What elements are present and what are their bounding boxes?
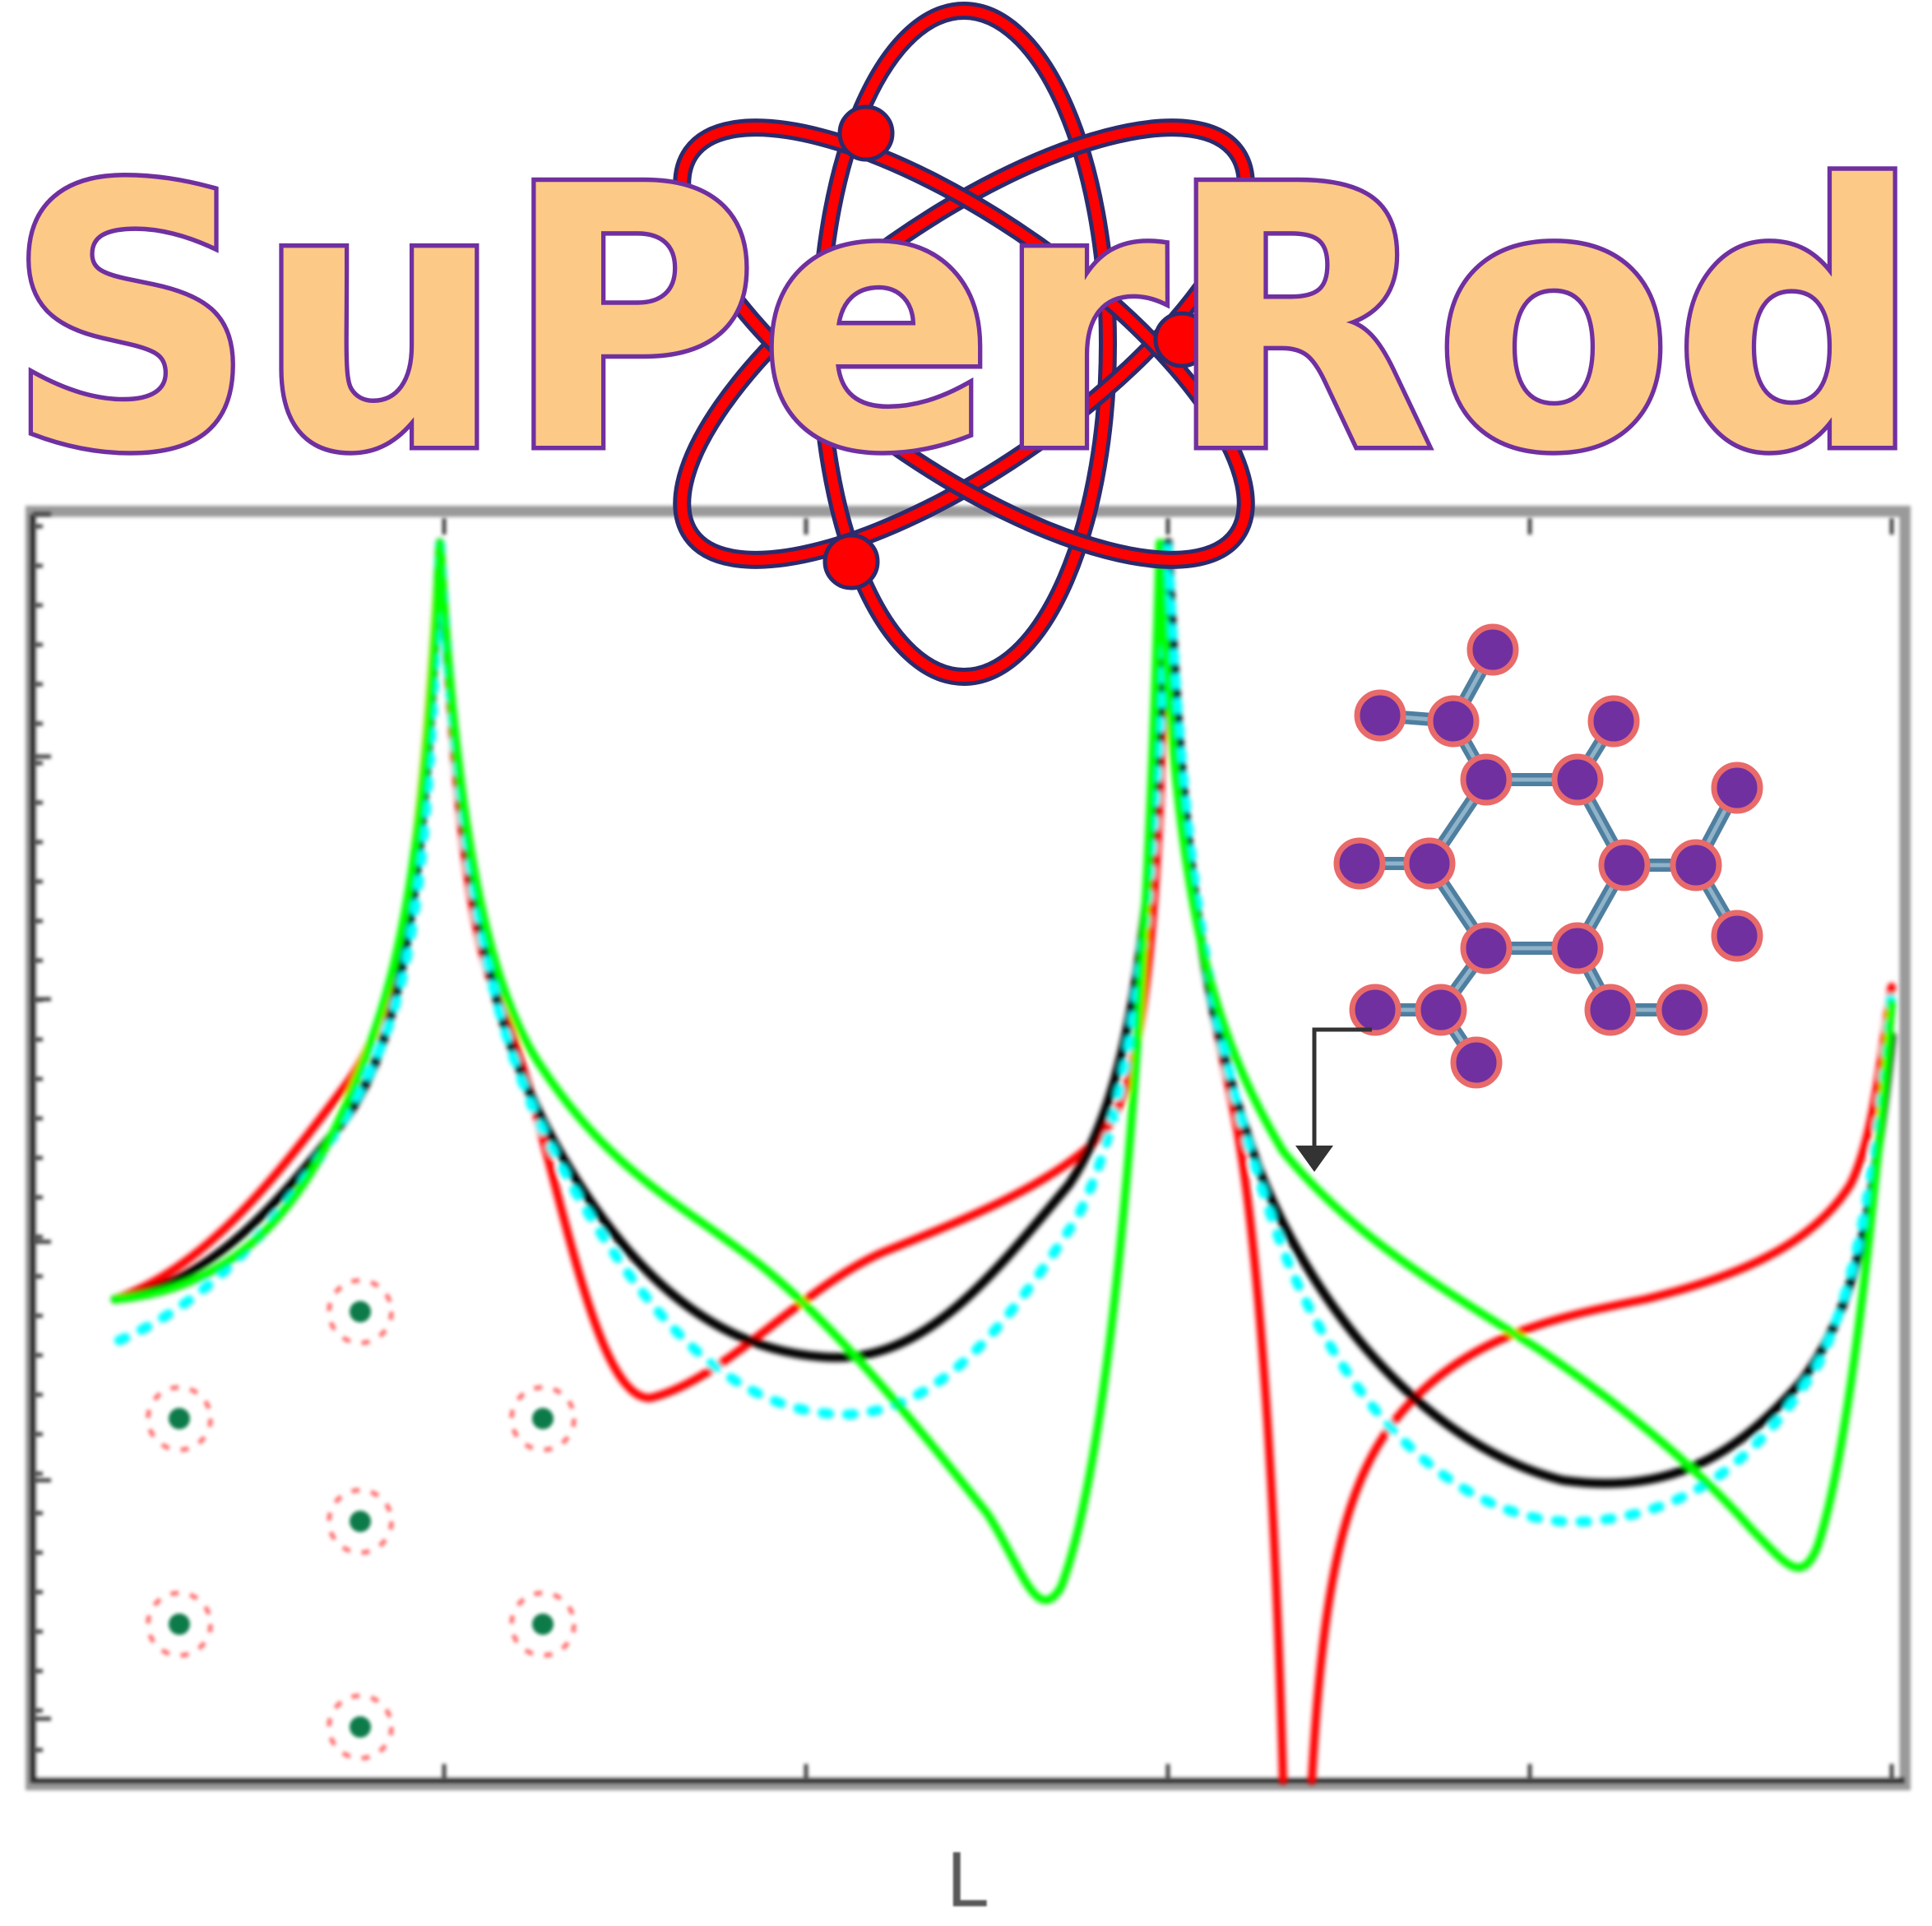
atom: [1349, 984, 1402, 1036]
orbit-0: [811, 2, 1117, 686]
lattice-atom: [327, 1488, 394, 1555]
rod-curves: [110, 538, 1897, 1785]
electron: [837, 104, 895, 162]
lattice-halo: [327, 1488, 394, 1555]
atom: [1460, 753, 1513, 806]
electron: [1153, 311, 1211, 368]
lattice-halo: [509, 1590, 577, 1658]
atom: [1460, 922, 1513, 975]
curve-3: [111, 539, 1896, 1604]
lattice-halo: [327, 1693, 394, 1761]
orbit-fill: [815, 6, 1113, 682]
logo-wordmark: SuPerRod: [2, 106, 1927, 536]
atom: [1587, 695, 1640, 748]
lattice-atom: [146, 1385, 213, 1452]
atom: [1403, 837, 1456, 890]
atom: [1551, 753, 1604, 806]
curve-2: [114, 538, 1897, 1527]
atom: [1584, 984, 1637, 1036]
axis-ticks: [33, 512, 1894, 1780]
logo-title: SuPerRod: [6, 110, 1922, 531]
lattice-atom: [509, 1590, 577, 1658]
lattice-pattern: [146, 1278, 577, 1761]
atom: [1427, 695, 1480, 748]
atom: [1354, 689, 1406, 742]
lattice-atom: [327, 1278, 394, 1345]
lattice-atom: [146, 1590, 213, 1658]
atom: [1333, 837, 1386, 890]
lattice-core: [350, 1716, 371, 1738]
lattice-core: [169, 1613, 190, 1635]
lattice-atom: [509, 1385, 577, 1452]
atom: [1551, 922, 1604, 975]
lattice-halo: [146, 1385, 213, 1452]
lattice-halo: [327, 1278, 394, 1345]
orbit-fill: [677, 123, 1251, 565]
lattice-core: [532, 1408, 554, 1429]
atom-icon: [673, 2, 1255, 686]
electron: [822, 533, 880, 590]
atom: [1598, 839, 1651, 891]
lattice-atom: [327, 1693, 394, 1761]
lattice-halo: [509, 1385, 577, 1452]
atom: [1450, 1036, 1503, 1089]
atom: [1656, 984, 1708, 1036]
lattice-halo: [146, 1590, 213, 1658]
orbit-2: [673, 118, 1255, 569]
atom: [1711, 762, 1763, 814]
atom: [1466, 623, 1519, 676]
arrow-icon: [1295, 1027, 1372, 1172]
x-axis-label: L: [946, 1838, 988, 1924]
lattice-core: [532, 1613, 554, 1635]
molecule-icon: [1333, 623, 1763, 1089]
atom: [1670, 839, 1722, 891]
atom: [1711, 910, 1763, 962]
orbit-fill: [677, 123, 1251, 565]
lattice-core: [169, 1408, 190, 1429]
lattice-core: [350, 1301, 371, 1322]
orbit-1: [673, 118, 1255, 569]
atom: [1415, 984, 1467, 1036]
lattice-core: [350, 1511, 371, 1532]
